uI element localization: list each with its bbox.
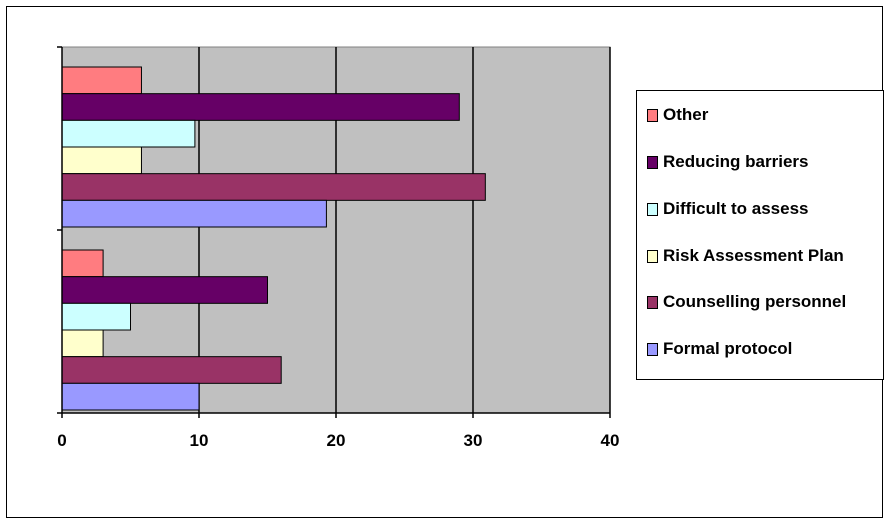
x-tick-label: 20 bbox=[327, 431, 346, 450]
bar bbox=[61, 146, 142, 175]
bar bbox=[61, 382, 200, 411]
bar bbox=[61, 249, 104, 278]
legend-item-other: Other bbox=[647, 104, 708, 126]
bar bbox=[61, 93, 460, 121]
legend-label: Reducing barriers bbox=[663, 152, 809, 171]
bar bbox=[61, 66, 142, 95]
axes bbox=[57, 46, 611, 418]
x-tick-label: 0 bbox=[57, 431, 66, 450]
legend-swatch bbox=[647, 155, 658, 169]
legend-swatch bbox=[647, 295, 658, 309]
legend-item-reducing-barriers: Reducing barriers bbox=[647, 151, 809, 173]
legend-item-formal-protocol: Formal protocol bbox=[647, 338, 792, 360]
bar bbox=[61, 302, 131, 331]
legend-label: Risk Assessment Plan bbox=[663, 246, 844, 265]
legend-label: Counselling personnel bbox=[663, 292, 847, 311]
legend-label: Difficult to assess bbox=[663, 199, 809, 218]
legend-swatch bbox=[647, 108, 658, 122]
legend: Other Reducing barriers Difficult to ass… bbox=[636, 90, 884, 380]
x-tick-label: 10 bbox=[190, 431, 209, 450]
legend-item-risk-assessment-plan: Risk Assessment Plan bbox=[647, 245, 844, 267]
bars bbox=[61, 66, 486, 411]
legend-item-difficult-to-assess: Difficult to assess bbox=[647, 198, 809, 220]
x-axis-tick-labels: 0 10 20 30 40 bbox=[57, 431, 619, 450]
legend-swatch bbox=[647, 249, 658, 263]
bar bbox=[61, 329, 104, 358]
bar bbox=[61, 356, 282, 384]
legend-label: Formal protocol bbox=[663, 339, 793, 358]
x-tick-label: 40 bbox=[601, 431, 620, 450]
legend-label: Other bbox=[663, 105, 709, 124]
bar bbox=[61, 173, 486, 201]
x-tick-label: 30 bbox=[464, 431, 483, 450]
bar bbox=[61, 119, 196, 148]
legend-item-counselling-personnel: Counselling personnel bbox=[647, 291, 846, 313]
legend-swatch bbox=[647, 342, 658, 356]
legend-swatch bbox=[647, 202, 658, 216]
bar bbox=[61, 199, 327, 228]
bar bbox=[61, 276, 268, 304]
